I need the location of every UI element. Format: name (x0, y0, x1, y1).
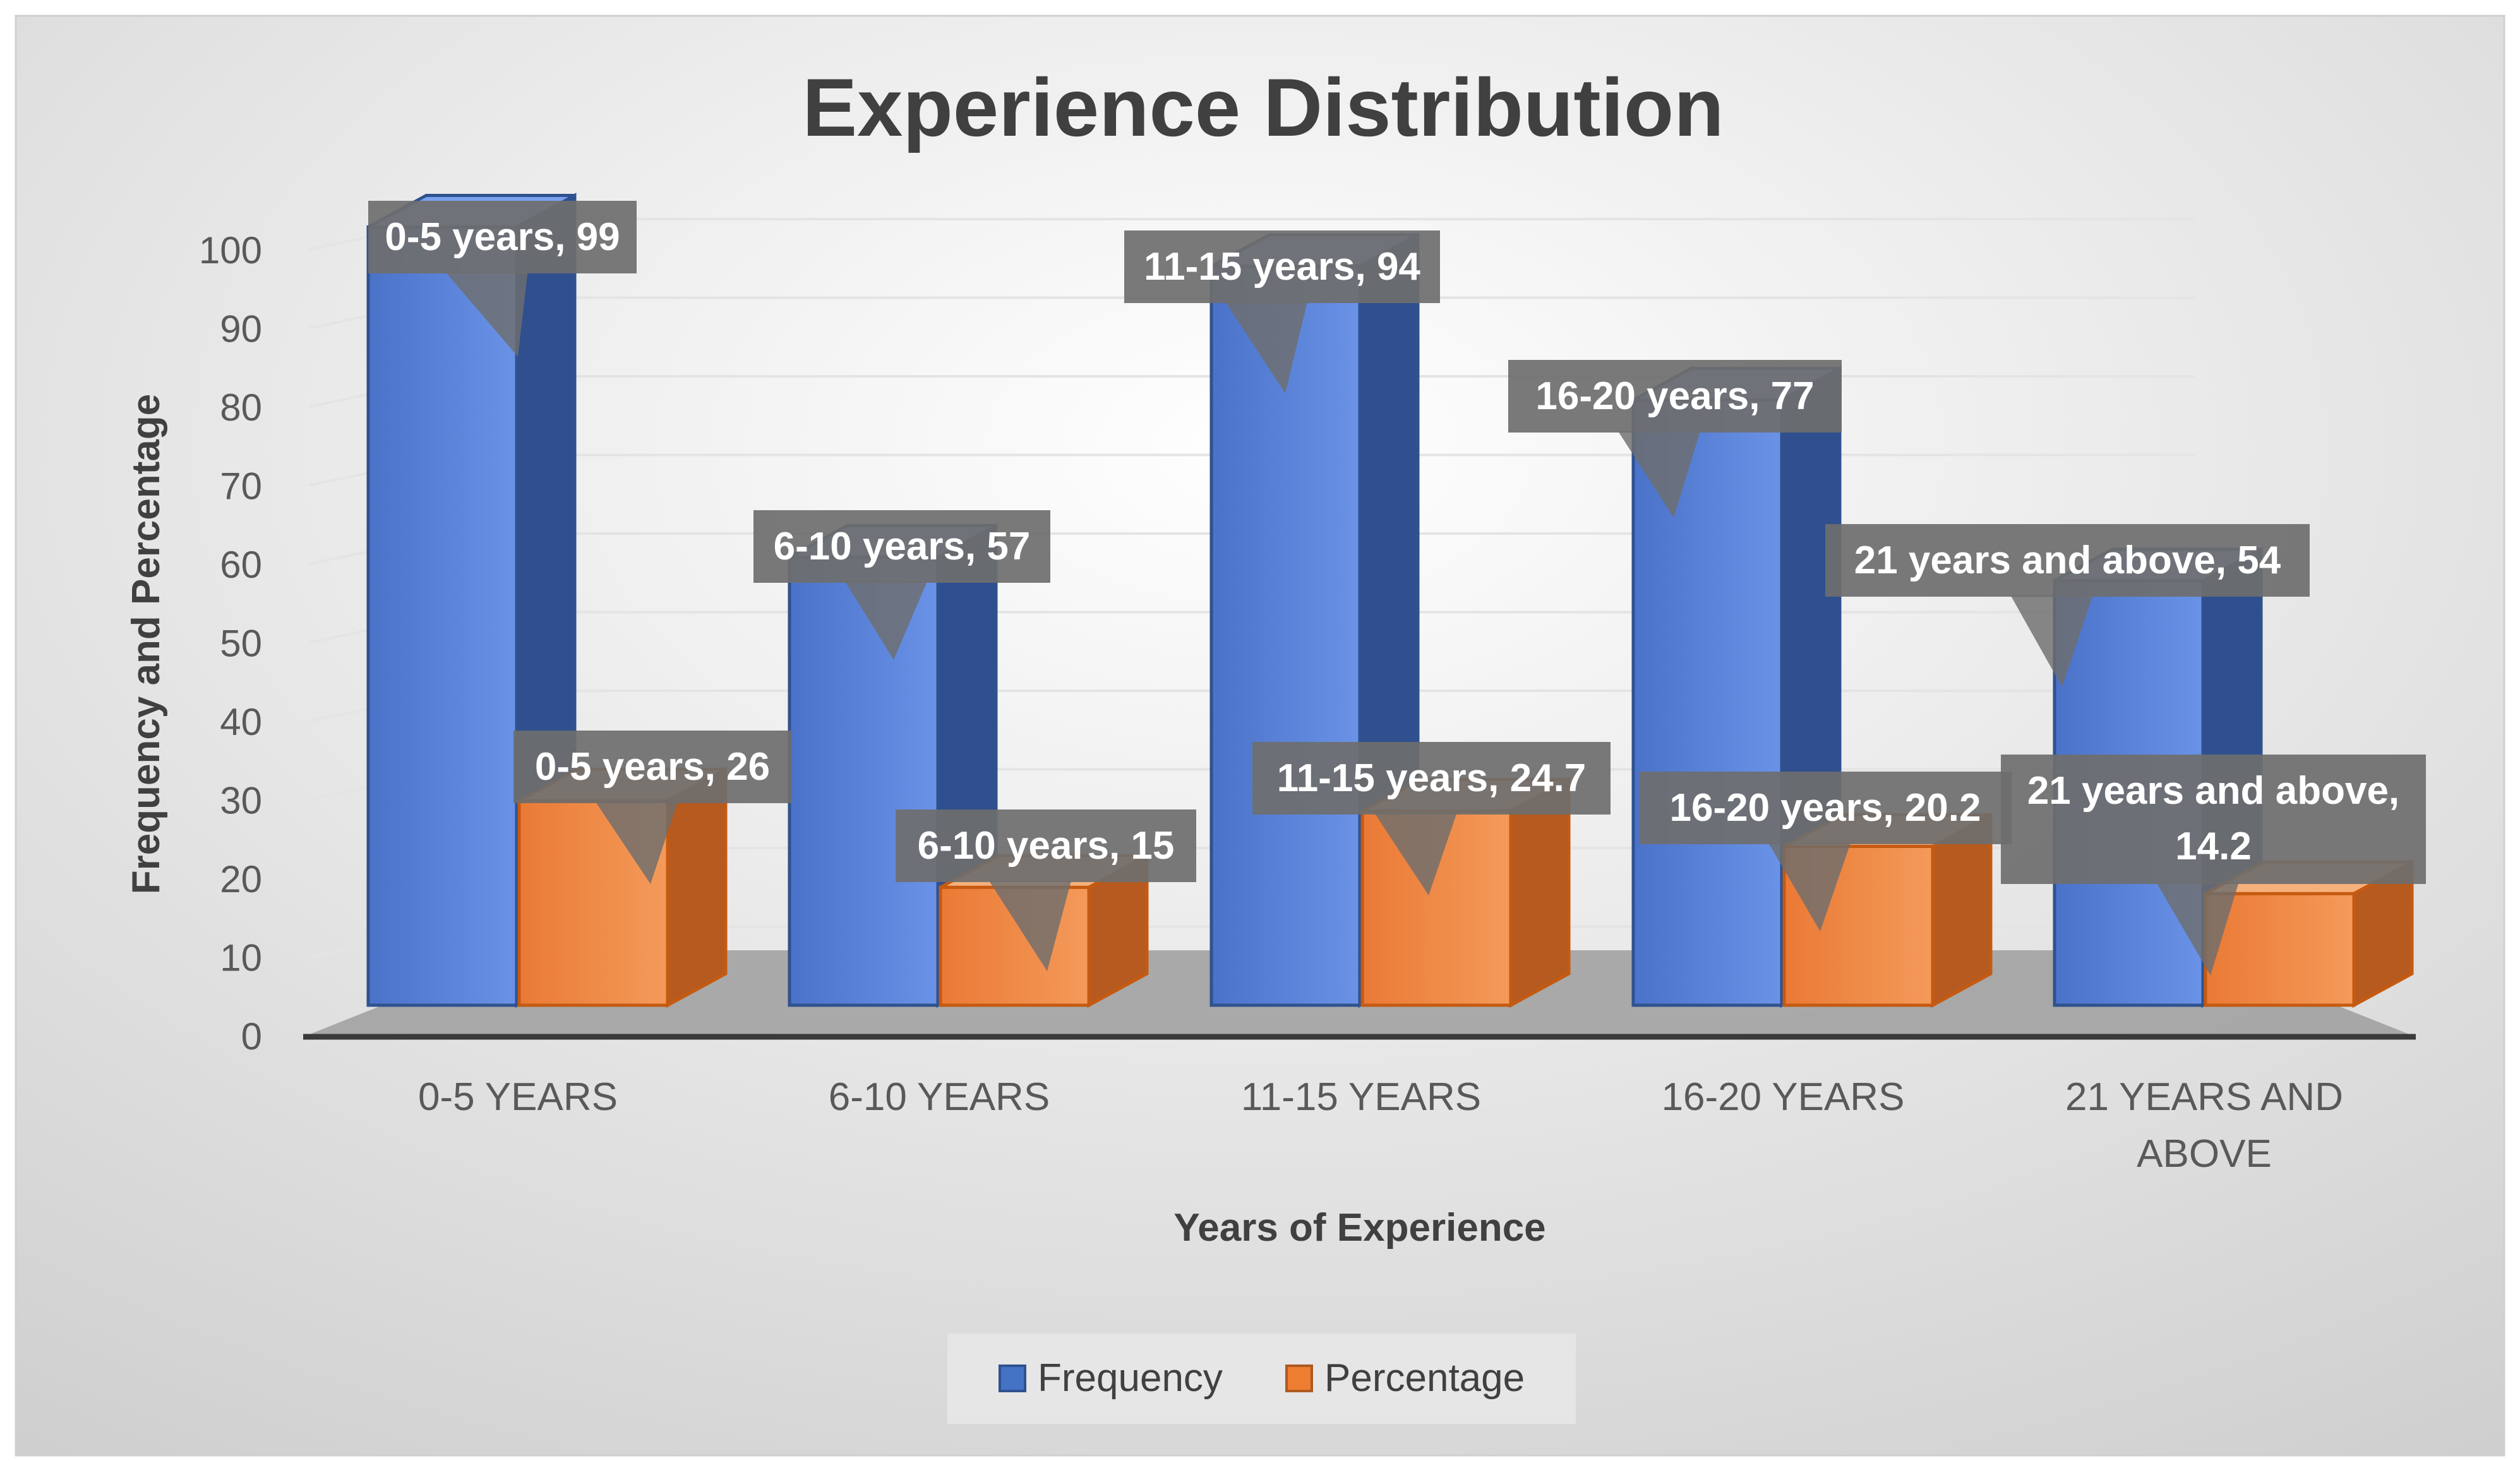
y-tick-label: 90 (220, 308, 262, 350)
data-label-callout: 11-15 years, 24.7 (1252, 742, 1611, 895)
callout-box (1124, 230, 1440, 303)
y-tick-label: 80 (220, 386, 262, 429)
callout-box (368, 201, 637, 273)
bar-front-face (366, 225, 519, 1007)
data-label-callout: 11-15 years, 94 (1124, 230, 1440, 393)
callout-box (2001, 755, 2426, 884)
y-tick-label: 40 (220, 701, 262, 743)
bar-percentage (2204, 859, 2414, 1008)
callout-box (753, 510, 1050, 583)
legend-swatch-frequency (999, 1365, 1026, 1392)
legend-swatch-percentage (1285, 1365, 1313, 1392)
data-label: 11-15 years, 24.7 (1277, 756, 1587, 800)
data-label-callout: 6-10 years, 15 (896, 809, 1196, 971)
callout-pointer (1225, 302, 1307, 393)
data-label: 21 years and above, 54 (1854, 539, 2281, 582)
y-tick-label: 50 (220, 623, 262, 665)
callout-pointer (445, 272, 528, 357)
data-label-callout: 0-5 years, 26 (513, 731, 791, 884)
callout-pointer (1374, 813, 1457, 895)
data-label: 0-5 years, 26 (535, 745, 770, 789)
data-label: 6-10 years, 15 (918, 824, 1175, 868)
x-tick-label: 21 YEARS AND ABOVE (2065, 1075, 2343, 1176)
y-tick-label: 60 (220, 544, 262, 586)
callout-pointer (1618, 431, 1700, 518)
x-axis: 0-5 YEARS 6-10 YEARS 11-15 YEARS 16-20 YEAR… (418, 1075, 2343, 1176)
x-tick-label: 6-10 YEARS (829, 1075, 1050, 1119)
data-label: 6-10 years, 57 (774, 525, 1031, 568)
y-tick-label: 0 (241, 1015, 262, 1058)
data-labels: 0-5 years, 99 6-10 years, 57 11-15 years, … (368, 201, 2426, 976)
chart-title: Experience Distribution (802, 61, 1724, 153)
callout-pointer (989, 881, 1071, 971)
y-tick-label: 10 (220, 937, 262, 979)
callout-pointer (845, 582, 927, 660)
data-label: 16-20 years, 20.2 (1670, 786, 1981, 830)
data-label-callout: 21 years and above, 14.2 (2001, 755, 2426, 976)
x-tick-label: 11-15 YEARS (1241, 1075, 1481, 1119)
callout-pointer (1768, 843, 1851, 931)
callout-box (1508, 360, 1842, 433)
y-tick-label: 30 (220, 780, 262, 822)
data-label: 16-20 years, 77 (1535, 374, 1814, 418)
callout-box (896, 809, 1196, 882)
legend-item-percentage: Percentage (1285, 1356, 1525, 1400)
x-tick-label: 0-5 YEARS (418, 1075, 618, 1119)
data-label: 21 years and above, 14.2 (2027, 769, 2399, 868)
legend-label-percentage: Percentage (1324, 1356, 1525, 1400)
y-axis: 0 10 20 30 40 50 60 70 80 90 100 (199, 229, 262, 1058)
bar-front-face (788, 555, 940, 1007)
data-label: 0-5 years, 99 (385, 215, 620, 259)
y-tick-label: 20 (220, 858, 262, 900)
callout-pointer (2156, 883, 2239, 976)
data-label-callout: 6-10 years, 57 (753, 510, 1050, 660)
callout-box (1825, 524, 2310, 597)
bar-front-face (1631, 398, 1784, 1007)
x-axis-title: Years of Experience (1173, 1206, 1545, 1250)
legend-label-frequency: Frequency (1038, 1356, 1223, 1400)
data-label-callout: 0-5 years, 99 (368, 201, 637, 357)
callout-box (1252, 742, 1611, 815)
y-tick-label: 100 (199, 229, 262, 272)
callout-pointer (596, 802, 678, 884)
callout-box (513, 731, 791, 803)
callout-pointer (2010, 595, 2093, 687)
data-label-callout: 16-20 years, 20.2 (1639, 772, 2012, 931)
legend-box (947, 1334, 1576, 1424)
y-tick-label: 70 (220, 465, 262, 508)
data-label-callout: 21 years and above, 54 (1825, 524, 2310, 687)
y-axis-title: Frequency and Percentage (124, 394, 168, 895)
data-label: 11-15 years, 94 (1144, 245, 1420, 289)
callout-box (1639, 772, 2012, 844)
data-label-callout: 16-20 years, 77 (1508, 360, 1842, 518)
legend-item-frequency: Frequency (999, 1356, 1223, 1400)
x-tick-label: 16-20 YEARS (1662, 1075, 1905, 1119)
